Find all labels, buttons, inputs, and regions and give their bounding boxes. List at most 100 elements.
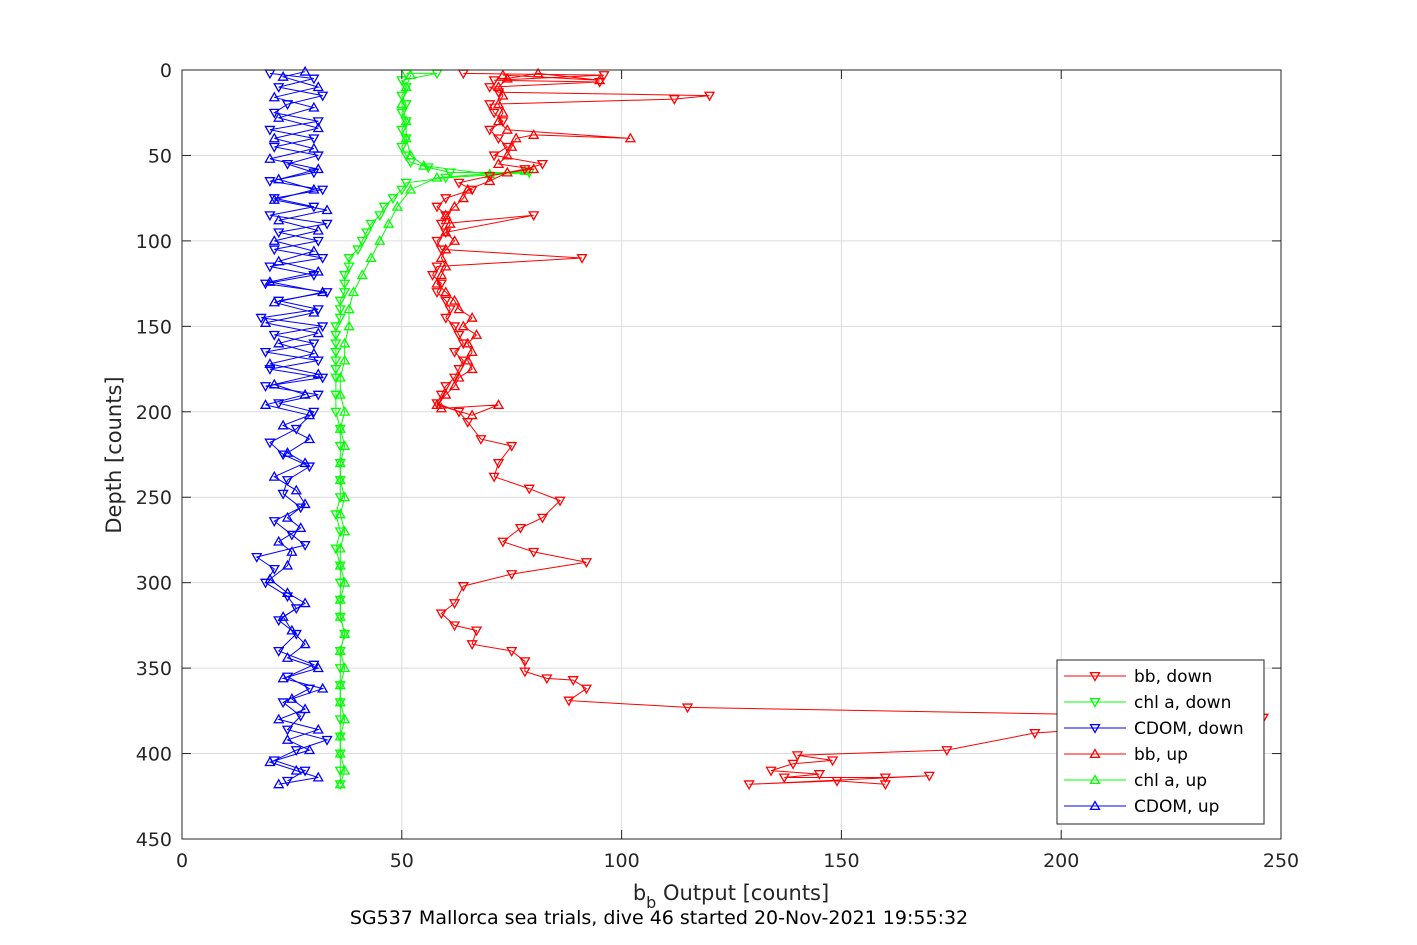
data-point — [281, 734, 294, 744]
data-point — [308, 101, 320, 112]
data-point — [492, 399, 505, 409]
data-point — [501, 166, 513, 177]
data-point — [448, 380, 461, 391]
data-point — [484, 83, 496, 93]
data-point — [339, 525, 351, 536]
data-point — [778, 773, 790, 784]
data-point — [466, 346, 478, 356]
data-point — [334, 679, 346, 690]
data-point — [484, 175, 496, 186]
data-point — [387, 194, 399, 204]
data-point — [290, 484, 302, 495]
data-point — [312, 265, 324, 276]
data-point — [321, 204, 333, 215]
y-tick-label: 450 — [136, 829, 172, 851]
data-point — [365, 252, 377, 263]
data-point — [334, 371, 346, 382]
data-point — [440, 382, 452, 392]
data-point — [435, 609, 447, 620]
data-point — [435, 252, 447, 263]
data-point — [536, 159, 549, 170]
data-point — [268, 235, 280, 245]
data-point — [462, 183, 474, 194]
data-point — [273, 778, 285, 789]
data-point — [273, 713, 285, 724]
plot-data — [251, 65, 1270, 791]
data-point — [312, 236, 324, 247]
data-point — [264, 438, 276, 449]
data-point — [444, 305, 456, 316]
data-point — [440, 296, 452, 307]
data-point — [281, 776, 294, 787]
data-point — [330, 356, 342, 367]
x-axis-label-base: b — [633, 881, 646, 905]
data-point — [378, 202, 390, 213]
data-point — [334, 645, 346, 656]
data-point — [259, 399, 272, 409]
data-point — [400, 115, 412, 126]
data-point — [457, 582, 469, 592]
data-point — [281, 587, 294, 597]
data-point — [541, 674, 553, 685]
data-point — [299, 498, 311, 509]
data-point — [404, 69, 417, 80]
data-point — [343, 303, 355, 314]
data-point — [312, 327, 324, 338]
data-point — [295, 522, 307, 533]
x-axis-label-subscript: b — [646, 893, 656, 912]
x-tick-label: 100 — [603, 850, 639, 872]
data-point — [273, 337, 285, 348]
data-point — [277, 419, 289, 430]
data-point — [506, 646, 518, 657]
data-point — [347, 286, 360, 297]
data-point — [492, 459, 505, 469]
data-point — [598, 71, 610, 81]
data-point — [497, 89, 509, 100]
data-point — [668, 95, 680, 105]
data-point — [484, 125, 496, 136]
series-line — [436, 72, 631, 416]
data-point — [259, 279, 272, 290]
data-point — [448, 599, 461, 609]
data-point — [334, 611, 346, 621]
data-point — [264, 125, 276, 136]
y-tick-label: 350 — [136, 658, 172, 680]
data-point — [484, 100, 496, 110]
data-point — [528, 211, 540, 222]
data-point — [339, 354, 351, 365]
data-point — [879, 780, 891, 791]
data-point — [290, 746, 302, 756]
legend: bb, down chl a, down CDOM, down bb, up chl a… — [1056, 659, 1265, 825]
data-point — [281, 725, 294, 736]
data-point — [277, 698, 289, 709]
series-line — [265, 71, 328, 785]
data-point — [273, 228, 285, 239]
data-point — [787, 759, 799, 770]
data-point — [268, 564, 280, 575]
data-point — [453, 330, 465, 341]
data-point — [268, 108, 280, 119]
legend-marker — [1089, 748, 1101, 759]
legend-label: CDOM, down — [1134, 719, 1244, 739]
data-point — [580, 684, 593, 695]
data-point — [396, 125, 408, 136]
data-point — [396, 185, 408, 196]
data-point — [334, 457, 346, 468]
data-point — [317, 253, 329, 264]
y-tick-label: 400 — [136, 744, 172, 766]
data-point — [334, 593, 346, 604]
data-point — [396, 98, 408, 109]
data-point — [268, 245, 280, 256]
data-point — [519, 657, 531, 668]
legend-label: chl a, down — [1134, 693, 1231, 713]
data-point — [264, 262, 276, 273]
data-point — [281, 159, 294, 170]
data-point — [308, 142, 320, 153]
data-point — [343, 320, 355, 331]
data-point — [281, 652, 294, 662]
data-point — [308, 407, 320, 418]
data-point — [312, 771, 324, 782]
legend-marker — [1089, 697, 1101, 708]
data-point — [404, 149, 417, 160]
legend-marker — [1089, 671, 1101, 682]
